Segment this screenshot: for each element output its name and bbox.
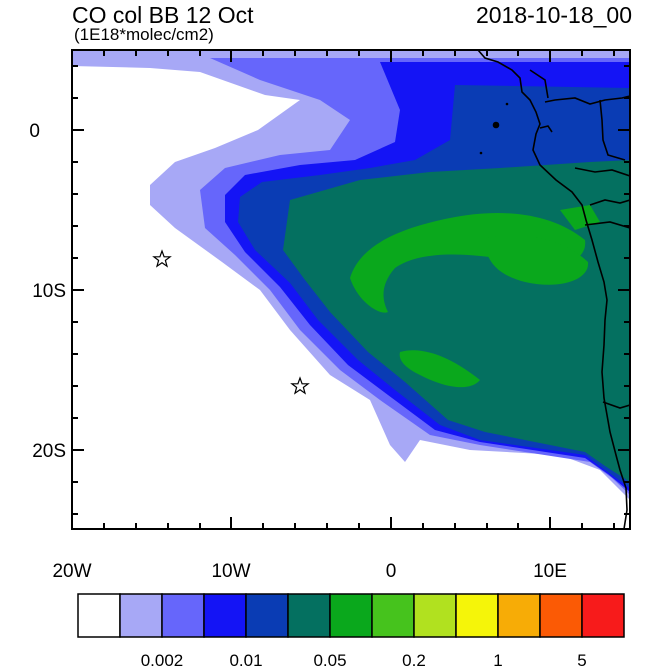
colorbar-swatch bbox=[161, 593, 205, 638]
colorbar-swatch bbox=[287, 593, 331, 638]
colorbar-label: 0.01 bbox=[229, 651, 262, 667]
colorbar-swatch bbox=[371, 593, 415, 638]
colorbar-swatch bbox=[119, 593, 163, 638]
colorbar-swatch bbox=[581, 593, 625, 638]
colorbar-swatch bbox=[413, 593, 457, 638]
colorbar-label: 1 bbox=[493, 651, 502, 667]
co-field bbox=[72, 50, 630, 529]
colorbar-swatch bbox=[329, 593, 373, 638]
coastline bbox=[477, 50, 630, 529]
map-title: CO col BB 12 Oct bbox=[72, 2, 254, 28]
y-tick-label: 0 bbox=[29, 121, 40, 142]
contour-green-c bbox=[399, 350, 480, 388]
colorbar-labels: 0.002 0.01 0.05 0.2 1 5 bbox=[141, 651, 587, 667]
colorbar-label: 5 bbox=[577, 651, 586, 667]
colorbar-swatch bbox=[203, 593, 247, 638]
x-tick-label: 10E bbox=[533, 561, 567, 582]
colorbar-label: 0.002 bbox=[141, 651, 184, 667]
x-tick-label: 0 bbox=[386, 561, 397, 582]
colorbar bbox=[77, 593, 625, 638]
axis-ticks bbox=[71, 50, 630, 529]
contour-green-b bbox=[484, 235, 589, 285]
colorbar-swatch bbox=[455, 593, 499, 638]
island-dot bbox=[492, 121, 500, 129]
map-datetime: 2018-10-18_00 bbox=[475, 2, 632, 28]
map-subtitle: (1E18*molec/cm2) bbox=[74, 25, 214, 44]
colorbar-swatch bbox=[245, 593, 289, 638]
island-dot bbox=[479, 151, 483, 155]
star-marker bbox=[290, 376, 310, 395]
colorbar-swatch bbox=[497, 593, 541, 638]
colorbar-label: 0.2 bbox=[402, 651, 426, 667]
y-tick-label: 10S bbox=[32, 281, 66, 302]
colorbar-swatch bbox=[539, 593, 583, 638]
x-tick-label: 10W bbox=[211, 561, 250, 582]
x-tick-label: 20W bbox=[52, 561, 91, 582]
colorbar-label: 0.05 bbox=[313, 651, 346, 667]
colorbar-swatch bbox=[77, 593, 121, 638]
star-marker bbox=[152, 249, 172, 268]
island-dot bbox=[505, 102, 509, 106]
y-tick-label: 20S bbox=[32, 441, 66, 462]
